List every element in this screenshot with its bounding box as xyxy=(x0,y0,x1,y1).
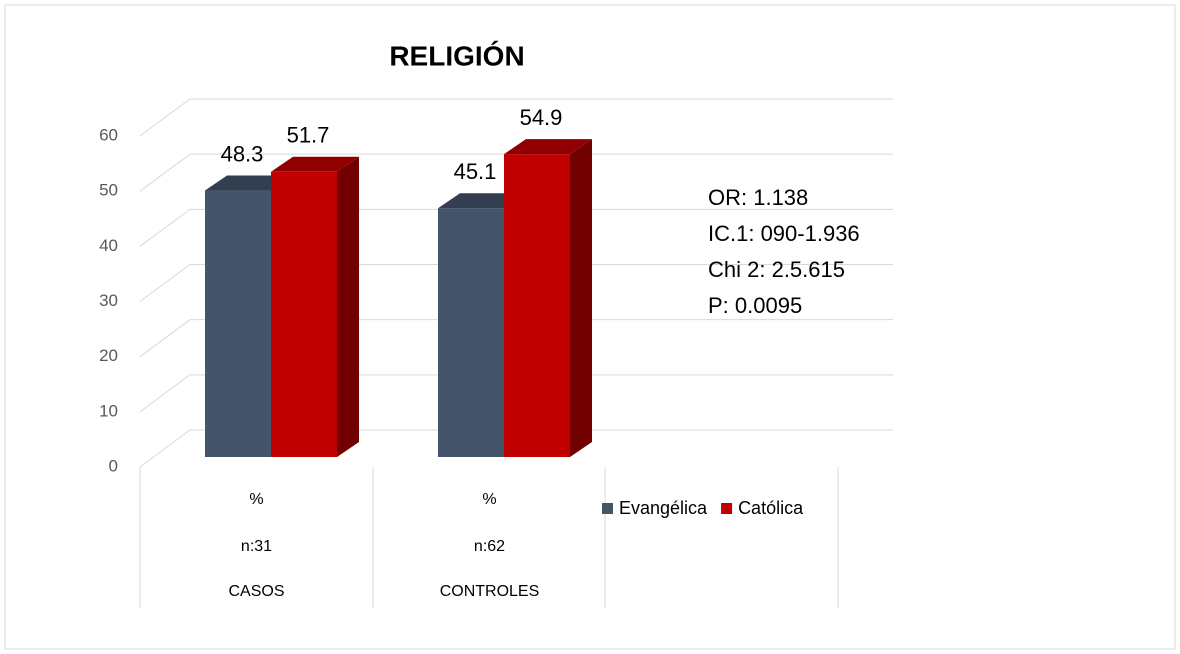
legend-label: Católica xyxy=(738,498,804,518)
x-tick-label: % xyxy=(482,491,496,508)
grid-line xyxy=(139,319,893,358)
annotation: OR: 1.138 xyxy=(708,185,808,210)
chart-title: RELIGIÓN xyxy=(389,40,524,71)
bar-top xyxy=(271,156,359,172)
x-tick-label: CASOS xyxy=(228,583,284,600)
y-tick-label: 60 xyxy=(99,125,118,144)
y-tick-label: 0 xyxy=(109,456,118,475)
y-tick-label: 40 xyxy=(99,236,118,255)
bar-side xyxy=(337,156,359,457)
grid-line xyxy=(139,429,893,468)
grid-line xyxy=(139,98,893,137)
annotation: Chi 2: 2.5.615 xyxy=(708,257,845,282)
x-tick-label: CONTROLES xyxy=(440,583,540,600)
y-tick-label: 30 xyxy=(99,291,118,310)
y-tick-label: 20 xyxy=(99,346,118,365)
bar-front xyxy=(438,208,504,457)
annotation: IC.1: 090-1.936 xyxy=(708,221,860,246)
data-label: 51.7 xyxy=(287,123,330,148)
bar xyxy=(504,139,592,457)
data-label: 54.9 xyxy=(520,105,563,130)
bar-side xyxy=(570,139,592,457)
grid-line xyxy=(139,264,893,302)
bar-front xyxy=(271,171,337,457)
grid-line xyxy=(139,374,893,413)
data-label: 45.1 xyxy=(454,159,497,184)
y-tick-label: 50 xyxy=(99,181,118,200)
bar-front xyxy=(504,154,570,457)
data-label: 48.3 xyxy=(221,141,264,166)
x-tick-label: % xyxy=(249,491,263,508)
legend-swatch xyxy=(602,503,613,514)
bar-front xyxy=(205,190,271,458)
x-tick-label: n:31 xyxy=(241,538,272,555)
bar-top xyxy=(504,139,592,155)
x-tick-label: n:62 xyxy=(474,538,505,555)
legend-label: Evangélica xyxy=(619,498,708,518)
bar xyxy=(271,156,359,457)
grid-line xyxy=(139,208,893,247)
y-tick-label: 10 xyxy=(99,401,118,420)
grid-line xyxy=(139,153,893,192)
annotation: P: 0.0095 xyxy=(708,293,802,318)
legend-swatch xyxy=(721,503,733,514)
